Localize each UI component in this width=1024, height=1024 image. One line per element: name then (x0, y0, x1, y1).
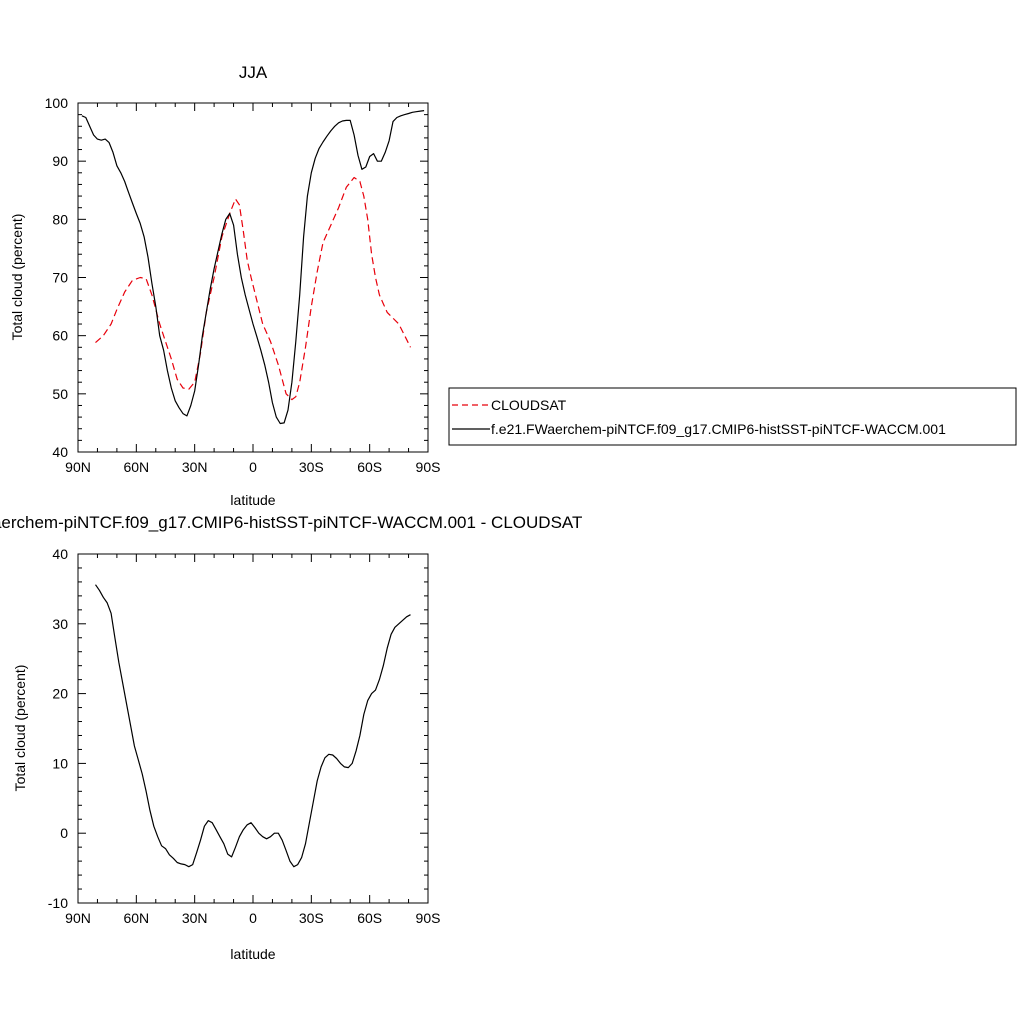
bottom-panel-title: f.e21.FWaerchem-piNTCF.f09_g17.CMIP6-his… (0, 513, 582, 532)
bottom-x-tick-labels: 90N 60N 30N 0 30S 60S 90S (65, 910, 440, 926)
top-panel: JJA 90N 60N 30N 0 30S 60S 90S 405060708090100 … (9, 63, 440, 508)
top-y-tick-labels: 40 50 60 70 80 90 100 (45, 95, 69, 460)
top-x-axis-title: latitude (230, 492, 275, 508)
y-tick-label: 10 (52, 755, 68, 771)
x-tick-label: 0 (249, 459, 257, 475)
y-tick-label: 30 (52, 616, 68, 632)
x-tick-label: 60N (123, 910, 149, 926)
y-tick-label: 80 (52, 211, 68, 227)
x-tick-label: 30S (299, 910, 324, 926)
x-tick-label: 60N (123, 459, 149, 475)
model-line (81, 110, 425, 425)
y-tick-label: 50 (52, 386, 68, 402)
x-tick-label: 90S (416, 459, 441, 475)
top-y-axis-title: Total cloud (percent) (9, 214, 25, 341)
x-tick-label: 60S (357, 459, 382, 475)
y-tick-label: 90 (52, 153, 68, 169)
bottom-x-axis-title: latitude (230, 946, 275, 962)
top-series-lines (81, 110, 425, 425)
x-tick-label: 90S (416, 910, 441, 926)
bottom-y-tick-labels: -10 0 10 20 30 40 (48, 546, 68, 911)
y-tick-label: 40 (52, 444, 68, 460)
y-tick-label: 60 (52, 328, 68, 344)
x-tick-label: 90N (65, 910, 91, 926)
cloudsat-line (95, 176, 412, 401)
bottom-y-axis-title: Total cloud (percent) (12, 665, 28, 792)
y-tick-label: 20 (52, 686, 68, 702)
bottom-plot-frame (77, 553, 429, 904)
x-tick-label: 30N (182, 910, 208, 926)
bottom-panel: f.e21.FWaerchem-piNTCF.f09_g17.CMIP6-his… (0, 513, 582, 962)
legend-box (448, 387, 1017, 446)
x-tick-label: 0 (249, 910, 257, 926)
bottom-tick-marks (77, 553, 429, 904)
x-tick-label: 90N (65, 459, 91, 475)
legend-model-label: f.e21.FWaerchem-piNTCF.f09_g17.CMIP6-his… (491, 421, 946, 437)
top-plot-frame (77, 102, 429, 453)
y-tick-label: 70 (52, 270, 68, 286)
y-tick-label: 40 (52, 546, 68, 562)
bottom-series-lines (95, 584, 411, 868)
difference-line (95, 584, 411, 868)
y-tick-label: -10 (48, 895, 68, 911)
x-tick-label: 30N (182, 459, 208, 475)
legend-cloudsat-label: CLOUDSAT (491, 397, 567, 413)
top-x-tick-labels: 90N 60N 30N 0 30S 60S 90S (65, 459, 440, 475)
y-tick-label: 100 (45, 95, 69, 111)
top-panel-title: JJA (239, 63, 268, 82)
x-tick-label: 30S (299, 459, 324, 475)
legend: CLOUDSAT f.e21.FWaerchem-piNTCF.f09_g17.… (448, 387, 1017, 446)
top-tick-marks (77, 102, 429, 453)
x-tick-label: 60S (357, 910, 382, 926)
y-tick-label: 0 (60, 825, 68, 841)
